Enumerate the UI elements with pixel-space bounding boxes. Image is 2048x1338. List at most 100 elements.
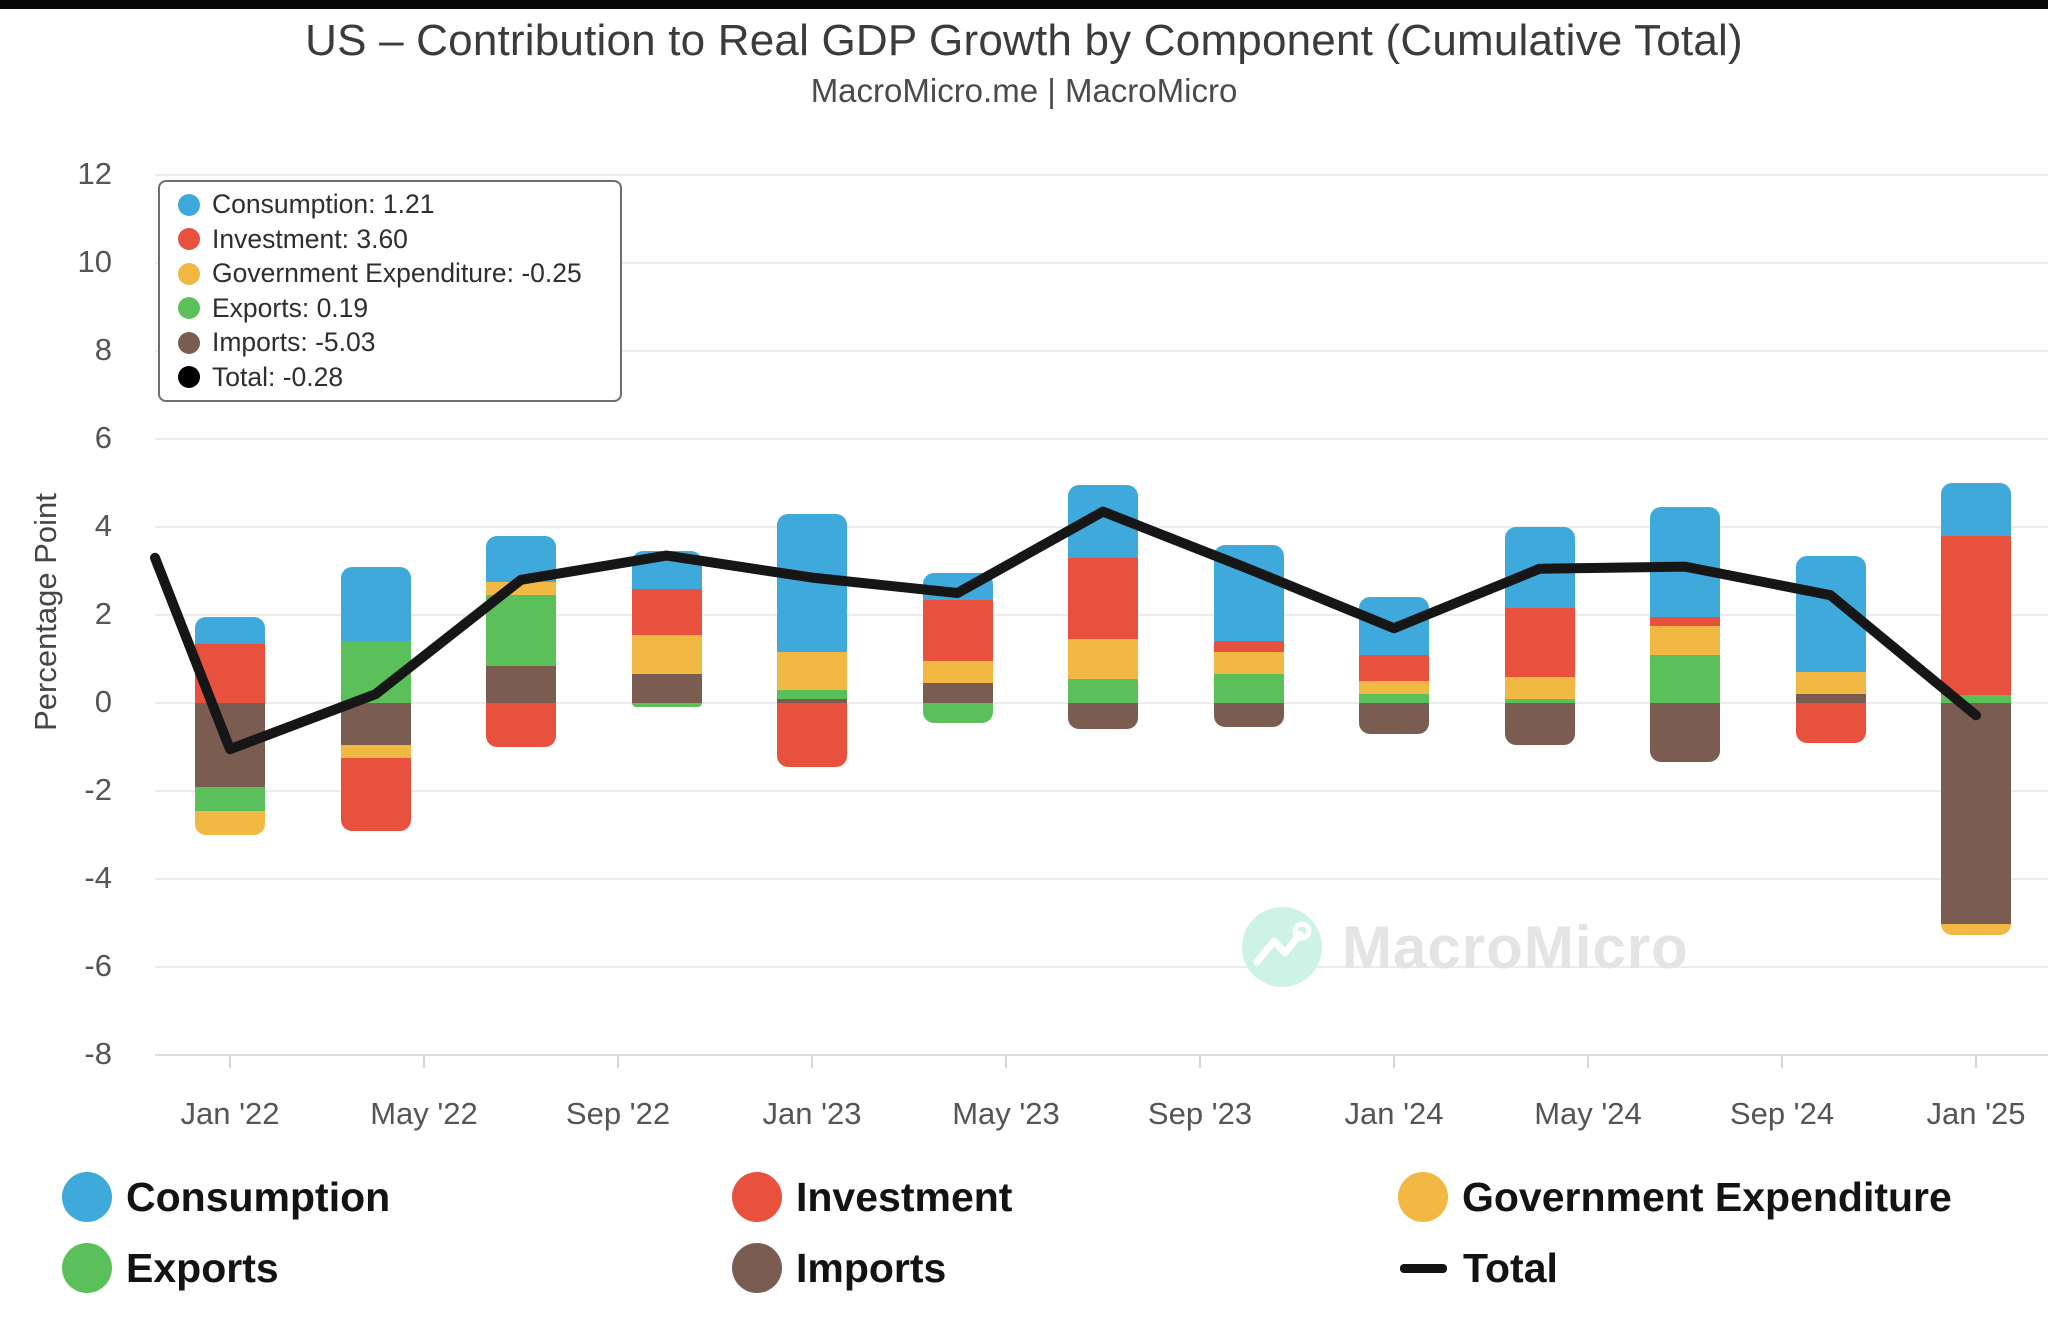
bar-segment-imports[interactable] bbox=[1068, 703, 1138, 730]
bar-segment-imports[interactable] bbox=[922, 683, 993, 703]
tooltip-row-total: Total: -0.28 bbox=[178, 362, 620, 393]
x-axis-tick-label: Jan '23 bbox=[762, 1096, 862, 1131]
legend-dot-consumption-icon bbox=[62, 1172, 112, 1222]
legend-line-marker-icon bbox=[1400, 1263, 1447, 1273]
bar-segment-exports[interactable] bbox=[1359, 694, 1429, 703]
legend-item-total[interactable]: Total bbox=[1398, 1241, 1558, 1295]
bar-segment-imports[interactable] bbox=[340, 703, 411, 745]
bar-segment-investment[interactable] bbox=[1941, 536, 2011, 695]
bar-segment-government-expenditure[interactable] bbox=[1504, 676, 1575, 699]
tooltip-marker-exports-icon bbox=[178, 297, 200, 320]
x-axis-tick-label: May '24 bbox=[1534, 1096, 1642, 1131]
top-border-strip bbox=[0, 0, 2048, 9]
bar-segment-exports[interactable] bbox=[631, 703, 702, 708]
x-axis-tick-mark bbox=[229, 1055, 231, 1068]
bar-segment-consumption[interactable] bbox=[340, 566, 411, 642]
bar-segment-investment[interactable] bbox=[1650, 617, 1720, 626]
legend-label-imports: Imports bbox=[796, 1244, 947, 1291]
legend-item-imports[interactable]: Imports bbox=[732, 1241, 946, 1295]
tooltip-marker-investment-icon bbox=[178, 228, 200, 251]
x-axis-tick-mark bbox=[1199, 1055, 1201, 1068]
bar-segment-imports[interactable] bbox=[1213, 703, 1284, 728]
x-axis-tick-label: May '23 bbox=[952, 1096, 1060, 1131]
bar-segment-exports[interactable] bbox=[486, 595, 556, 666]
bar-segment-consumption[interactable] bbox=[1650, 507, 1720, 618]
y-axis-tick-label: -2 bbox=[84, 772, 112, 807]
watermark: MacroMicro bbox=[1242, 907, 1689, 987]
tooltip-text-consumption: Consumption: 1.21 bbox=[212, 189, 435, 220]
tooltip-row-consumption: Consumption: 1.21 bbox=[178, 189, 620, 220]
tooltip-marker-imports-icon bbox=[178, 331, 200, 354]
bar-segment-government-expenditure[interactable] bbox=[486, 582, 556, 596]
bar-segment-investment[interactable] bbox=[1504, 608, 1575, 677]
y-axis-tick-label: -6 bbox=[84, 948, 112, 983]
bar-segment-investment[interactable] bbox=[340, 758, 411, 831]
bar-segment-consumption[interactable] bbox=[1359, 597, 1429, 655]
legend-item-consumption[interactable]: Consumption bbox=[62, 1170, 390, 1224]
bar-segment-exports[interactable] bbox=[922, 703, 993, 723]
bar-segment-imports[interactable] bbox=[1795, 694, 1866, 703]
legend-label-total: Total bbox=[1463, 1244, 1558, 1291]
bar-segment-government-expenditure[interactable] bbox=[1213, 652, 1284, 675]
chart-subtitle: MacroMicro.me | MacroMicro bbox=[810, 72, 1238, 109]
bar-segment-government-expenditure[interactable] bbox=[195, 810, 265, 835]
bar-segment-government-expenditure[interactable] bbox=[340, 744, 411, 758]
bar-segment-imports[interactable] bbox=[1359, 703, 1429, 734]
bar-segment-government-expenditure[interactable] bbox=[777, 652, 847, 690]
bar-segment-investment[interactable] bbox=[1359, 654, 1429, 681]
bar-segment-consumption[interactable] bbox=[195, 617, 265, 644]
bar-segment-imports[interactable] bbox=[631, 674, 702, 703]
bar-segment-investment[interactable] bbox=[1795, 703, 1866, 743]
bar-segment-exports[interactable] bbox=[1941, 694, 2011, 703]
y-axis-tick-label: 2 bbox=[94, 596, 112, 631]
bar-segment-consumption[interactable] bbox=[1795, 555, 1866, 673]
bar-segment-imports[interactable] bbox=[1650, 703, 1720, 763]
bar-segment-imports[interactable] bbox=[486, 665, 556, 703]
bar-segment-government-expenditure[interactable] bbox=[1359, 681, 1429, 695]
legend-item-government-expenditure[interactable]: Government Expenditure bbox=[1398, 1170, 1952, 1224]
x-axis-tick-label: Sep '24 bbox=[1729, 1096, 1835, 1131]
bar-segment-consumption[interactable] bbox=[1941, 483, 2011, 537]
y-axis-tick-label: 12 bbox=[77, 156, 112, 191]
bar-segment-imports[interactable] bbox=[195, 703, 265, 787]
bar-segment-exports[interactable] bbox=[195, 786, 265, 811]
bar-segment-consumption[interactable] bbox=[1504, 527, 1575, 609]
bar-segment-investment[interactable] bbox=[1213, 641, 1284, 653]
bar-segment-consumption[interactable] bbox=[777, 513, 847, 653]
bar-segment-investment[interactable] bbox=[486, 703, 556, 747]
x-axis-tick-mark bbox=[811, 1055, 813, 1068]
tooltip-row-exports: Exports: 0.19 bbox=[178, 293, 620, 324]
bar-segment-imports[interactable] bbox=[1941, 703, 2011, 925]
bar-segment-consumption[interactable] bbox=[631, 551, 702, 589]
tooltip-marker-total-icon bbox=[178, 366, 200, 389]
bar-segment-investment[interactable] bbox=[631, 588, 702, 635]
legend-dot-exports-icon bbox=[62, 1243, 112, 1293]
bar-segment-government-expenditure[interactable] bbox=[1941, 924, 2011, 936]
bar-segment-consumption[interactable] bbox=[922, 573, 993, 600]
legend-item-investment[interactable]: Investment bbox=[732, 1170, 1012, 1224]
bar-segment-government-expenditure[interactable] bbox=[1795, 672, 1866, 695]
bar-segment-exports[interactable] bbox=[340, 641, 411, 703]
bar-segment-consumption[interactable] bbox=[1213, 544, 1284, 642]
bar-segment-exports[interactable] bbox=[777, 689, 847, 699]
bar-segment-government-expenditure[interactable] bbox=[922, 661, 993, 684]
bar-segment-government-expenditure[interactable] bbox=[1068, 639, 1138, 679]
gridline bbox=[155, 790, 2048, 792]
bar-segment-consumption[interactable] bbox=[1068, 485, 1138, 558]
bar-segment-government-expenditure[interactable] bbox=[631, 634, 702, 675]
bar-segment-investment[interactable] bbox=[922, 599, 993, 662]
bar-segment-exports[interactable] bbox=[1650, 654, 1720, 703]
bar-segment-investment[interactable] bbox=[195, 643, 265, 703]
bar-segment-investment[interactable] bbox=[777, 703, 847, 767]
y-axis-tick-label: -4 bbox=[84, 860, 112, 895]
bar-segment-investment[interactable] bbox=[1068, 557, 1138, 640]
bar-segment-government-expenditure[interactable] bbox=[1650, 626, 1720, 655]
bar-segment-imports[interactable] bbox=[1504, 703, 1575, 745]
legend-dot-investment-icon bbox=[732, 1172, 782, 1222]
y-axis-tick-label: 0 bbox=[94, 684, 112, 719]
bar-segment-exports[interactable] bbox=[1068, 678, 1138, 703]
bar-segment-consumption[interactable] bbox=[486, 535, 556, 582]
bar-segment-exports[interactable] bbox=[1213, 674, 1284, 703]
legend-item-exports[interactable]: Exports bbox=[62, 1241, 279, 1295]
legend-dot-imports-icon bbox=[732, 1243, 782, 1293]
